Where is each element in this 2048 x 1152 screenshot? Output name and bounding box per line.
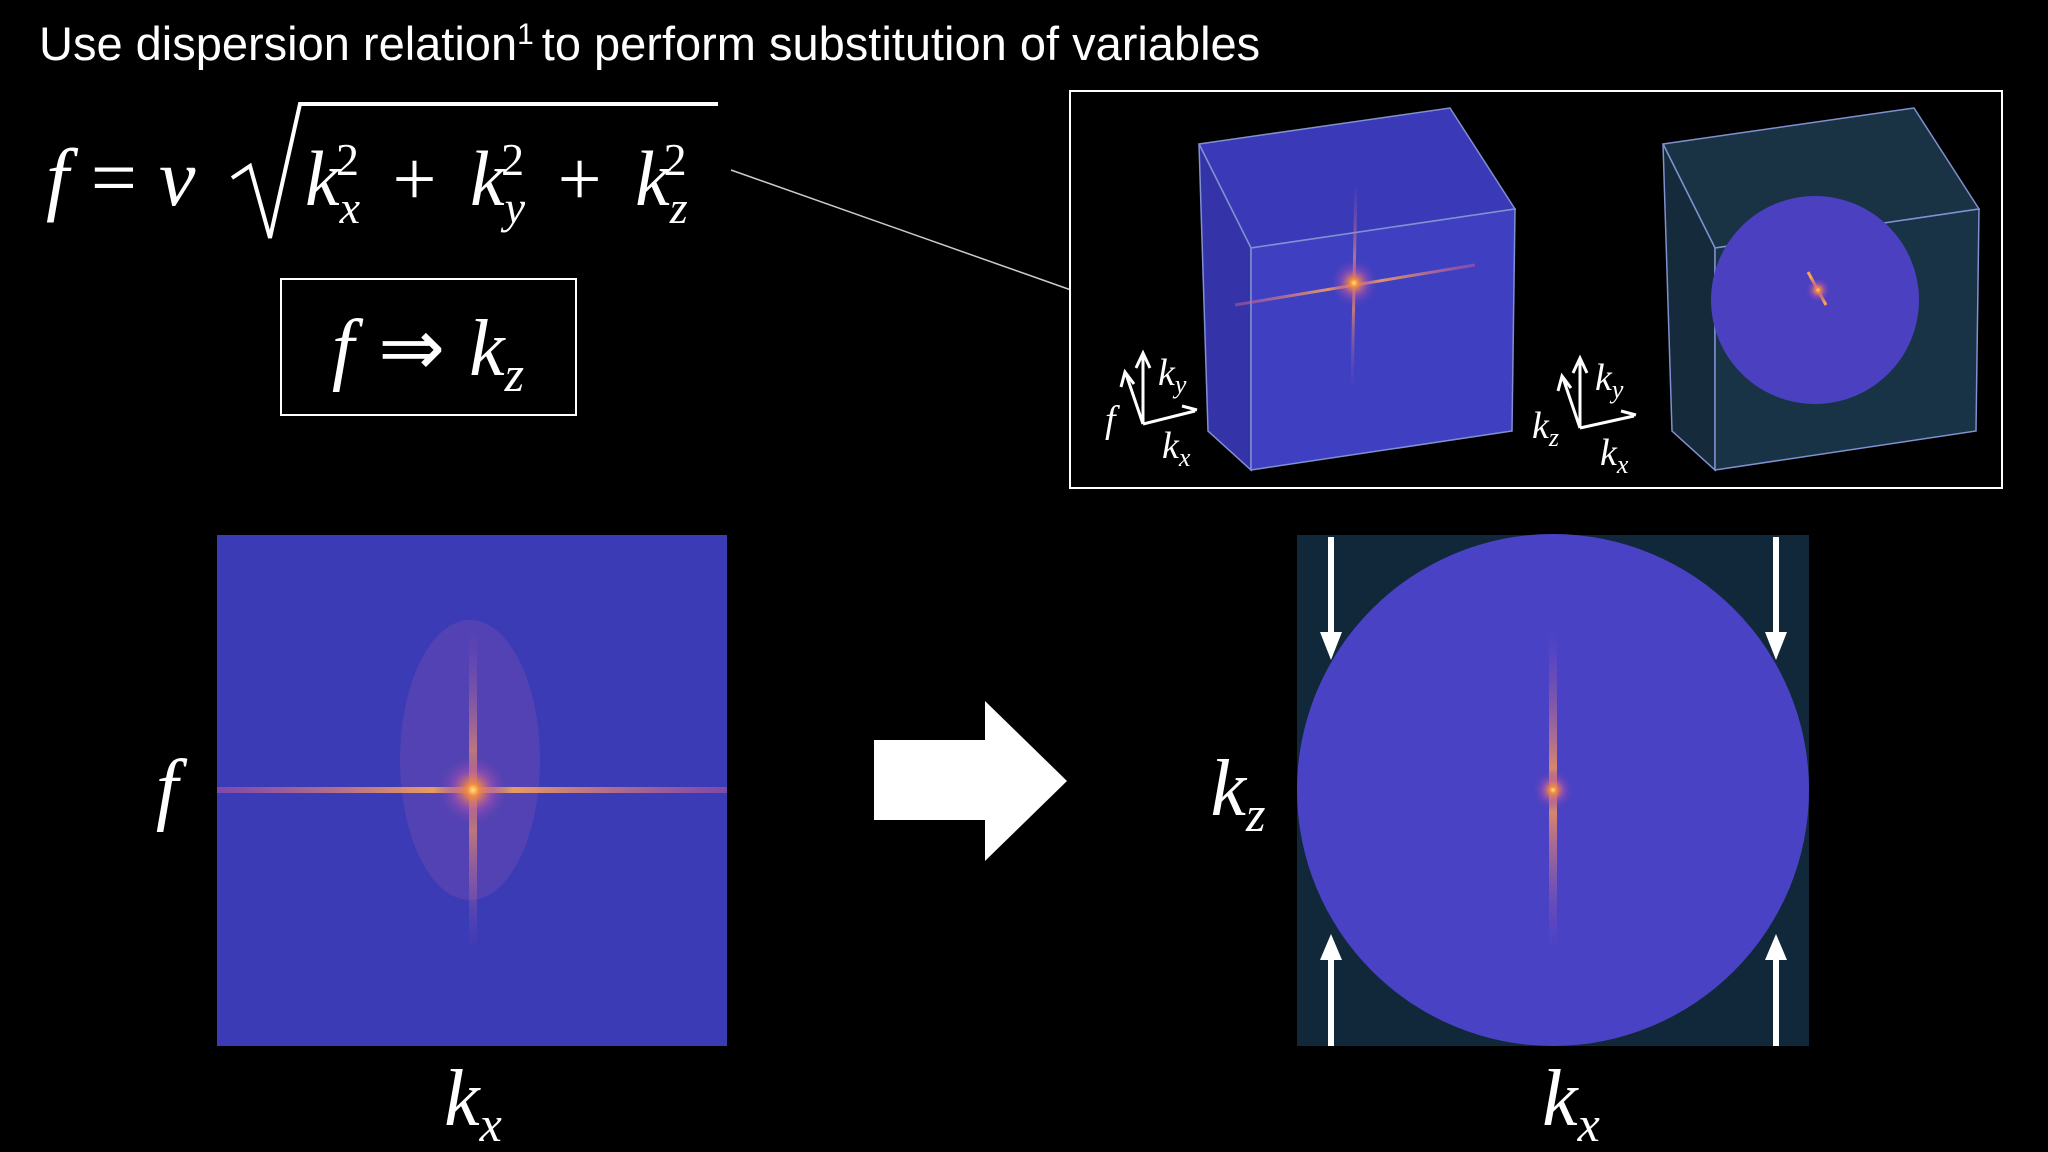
math-sub: z <box>1548 423 1559 452</box>
equation-terms: kx2 + ky2 + kz2 <box>305 134 688 233</box>
axis-label: kx <box>1542 1055 1600 1152</box>
math-symbol: f <box>46 132 79 223</box>
arrow-head <box>1320 632 1342 660</box>
spectrum-peak <box>1531 768 1575 812</box>
axis-label: kx <box>444 1055 502 1152</box>
equation-lhs: f = v <box>46 132 196 223</box>
axis-arrows <box>1556 354 1637 430</box>
sqrt-sign <box>230 102 718 239</box>
axes-icon <box>1119 349 1637 430</box>
cube-left <box>1197 107 1517 472</box>
math-symbol: k <box>1595 357 1613 399</box>
math-symbol: v <box>159 132 196 223</box>
math-symbol: k <box>469 305 506 393</box>
math-sup: 2 <box>336 134 359 185</box>
math-symbol: k <box>1211 745 1248 833</box>
math-sub: z <box>669 182 688 233</box>
math-symbol: + <box>393 135 437 222</box>
math-symbol: + <box>558 135 602 222</box>
arrow-head <box>1320 934 1342 960</box>
connector-line <box>730 169 1072 291</box>
math-symbol: k <box>1532 405 1550 447</box>
axis-label: kz <box>1211 745 1266 842</box>
math-sup: 2 <box>501 134 524 185</box>
math-symbol: ⇒ <box>378 305 445 393</box>
math-symbol: k <box>444 1055 481 1143</box>
transform-arrow <box>874 701 1067 861</box>
math-symbol: k <box>1158 352 1176 394</box>
axis-label: f <box>156 745 188 833</box>
cube-face <box>1250 208 1516 471</box>
math-sub: y <box>1609 375 1624 404</box>
math-symbol: f <box>332 305 364 393</box>
math-sub: x <box>1577 1096 1600 1152</box>
footnote-mark: 1 <box>517 18 534 51</box>
cube-right <box>1661 107 1981 472</box>
axis-label: kz <box>1532 405 1559 452</box>
math-symbol: k <box>305 135 341 222</box>
math-sub: x <box>1178 443 1191 472</box>
spectrum-peak <box>433 750 513 830</box>
arrow-head <box>1765 632 1787 660</box>
math-sup: 2 <box>664 134 687 185</box>
math-symbol: k <box>470 135 506 222</box>
math-sub: x <box>479 1096 502 1152</box>
math-sub: x <box>339 182 361 233</box>
math-sub: y <box>1172 370 1187 399</box>
axis-label: kx <box>1162 425 1191 472</box>
axis-arrows <box>1119 349 1198 426</box>
substitution-box <box>280 278 577 416</box>
math-sub: z <box>1245 786 1265 842</box>
math-sub: y <box>501 182 526 233</box>
spectrum-peak <box>1328 257 1380 309</box>
math-symbol: = <box>91 132 137 223</box>
math-sub: z <box>504 346 524 402</box>
math-symbol: k <box>1600 432 1618 474</box>
math-sub: x <box>1616 450 1629 479</box>
math-symbol: k <box>1542 1055 1579 1143</box>
title-text: Use dispersion relation <box>39 17 517 70</box>
substitution: f ⇒ kz <box>332 305 524 402</box>
math-symbol: k <box>1162 425 1180 467</box>
spectrum-peak <box>1804 276 1832 304</box>
axis-label: ky <box>1595 357 1624 404</box>
title: Use dispersion relation1 to perform subst… <box>39 17 1260 70</box>
axis-label: ky <box>1158 352 1187 399</box>
title-text: to perform substitution of variables <box>542 17 1260 70</box>
compression-arrows <box>1320 537 1787 1046</box>
arrow-head <box>1765 934 1787 960</box>
axis-label: kx <box>1600 432 1629 479</box>
math-symbol: k <box>635 135 671 222</box>
